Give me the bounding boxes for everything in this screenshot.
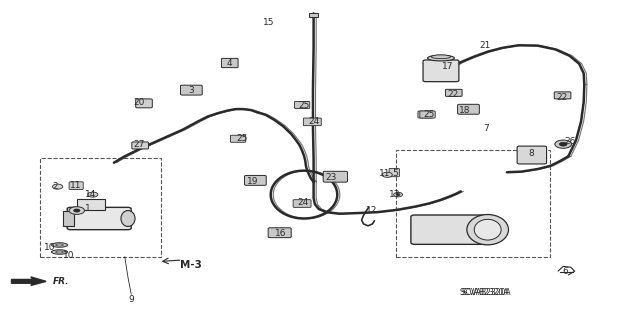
Ellipse shape	[431, 55, 451, 59]
FancyBboxPatch shape	[445, 89, 462, 96]
Ellipse shape	[467, 214, 509, 245]
Text: 25: 25	[236, 134, 248, 143]
Text: 12: 12	[365, 206, 377, 215]
Circle shape	[396, 194, 400, 196]
Ellipse shape	[56, 244, 63, 246]
FancyBboxPatch shape	[517, 146, 547, 164]
Text: 10: 10	[63, 251, 75, 260]
FancyBboxPatch shape	[132, 142, 148, 149]
Ellipse shape	[474, 219, 501, 240]
FancyBboxPatch shape	[244, 175, 266, 185]
FancyBboxPatch shape	[67, 207, 131, 230]
FancyBboxPatch shape	[303, 118, 321, 126]
Bar	[63, 211, 74, 226]
Circle shape	[52, 184, 63, 189]
Circle shape	[382, 172, 392, 177]
Text: 6: 6	[563, 267, 568, 276]
Text: 5: 5	[393, 169, 398, 178]
Text: 14: 14	[85, 190, 97, 199]
FancyBboxPatch shape	[554, 92, 571, 99]
Text: 1: 1	[86, 204, 91, 213]
Circle shape	[69, 207, 84, 214]
Polygon shape	[12, 277, 46, 286]
Text: 18: 18	[459, 106, 470, 115]
FancyBboxPatch shape	[69, 182, 83, 189]
Text: 22: 22	[447, 90, 459, 99]
Ellipse shape	[51, 243, 68, 247]
Circle shape	[555, 140, 572, 148]
Text: 16: 16	[275, 229, 286, 238]
FancyBboxPatch shape	[458, 104, 479, 114]
Text: 10: 10	[44, 243, 55, 252]
Ellipse shape	[56, 251, 63, 253]
Text: 24: 24	[297, 198, 308, 207]
FancyBboxPatch shape	[294, 101, 310, 108]
Text: FR.: FR.	[52, 277, 69, 286]
Text: 25: 25	[298, 101, 310, 110]
FancyBboxPatch shape	[293, 200, 311, 207]
Text: 20: 20	[134, 98, 145, 107]
FancyBboxPatch shape	[418, 111, 433, 118]
Text: 11: 11	[70, 181, 81, 189]
Text: 26: 26	[564, 137, 575, 146]
FancyBboxPatch shape	[420, 111, 435, 118]
Text: 27: 27	[134, 140, 145, 149]
FancyBboxPatch shape	[423, 60, 459, 82]
FancyBboxPatch shape	[411, 215, 492, 244]
Bar	[40, 158, 161, 257]
Text: 23: 23	[326, 173, 337, 182]
Text: 9: 9	[129, 295, 134, 304]
Circle shape	[88, 192, 98, 197]
Text: 13: 13	[389, 190, 401, 199]
FancyBboxPatch shape	[323, 171, 348, 182]
Text: SCVAB2320A: SCVAB2320A	[461, 288, 511, 297]
Circle shape	[394, 192, 403, 197]
Text: 22: 22	[556, 93, 568, 102]
Text: 3: 3	[188, 86, 193, 95]
FancyBboxPatch shape	[221, 58, 238, 68]
Text: SCVAB2320A: SCVAB2320A	[460, 288, 509, 297]
Text: 4: 4	[227, 59, 232, 68]
FancyBboxPatch shape	[136, 99, 152, 108]
Text: 15: 15	[263, 18, 275, 27]
FancyBboxPatch shape	[230, 135, 246, 142]
Ellipse shape	[51, 250, 68, 254]
Text: 7: 7	[484, 124, 489, 133]
Ellipse shape	[428, 55, 454, 61]
FancyBboxPatch shape	[268, 228, 291, 238]
Bar	[396, 150, 550, 257]
Text: 19: 19	[247, 177, 259, 186]
Text: 24: 24	[308, 117, 319, 126]
FancyBboxPatch shape	[389, 168, 399, 177]
Text: 17: 17	[442, 63, 454, 71]
FancyBboxPatch shape	[180, 85, 202, 95]
Circle shape	[559, 142, 567, 146]
Bar	[309, 13, 318, 17]
Ellipse shape	[121, 211, 135, 226]
Circle shape	[74, 209, 80, 212]
Text: 25: 25	[424, 110, 435, 119]
Text: 21: 21	[479, 41, 491, 50]
Text: 2: 2	[52, 182, 58, 191]
Text: 11: 11	[379, 169, 390, 178]
Text: 8: 8	[529, 149, 534, 158]
Text: M-3: M-3	[180, 260, 202, 270]
FancyBboxPatch shape	[77, 199, 105, 210]
